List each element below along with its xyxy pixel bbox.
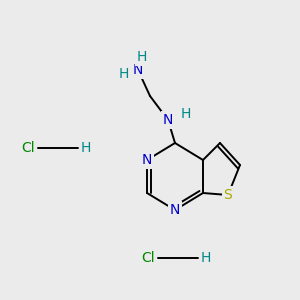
Text: Cl: Cl xyxy=(141,251,155,265)
Text: S: S xyxy=(224,188,232,202)
Text: H: H xyxy=(119,67,129,81)
Text: H: H xyxy=(181,107,191,121)
Text: Cl: Cl xyxy=(21,141,35,155)
Text: N: N xyxy=(142,153,152,167)
Text: N: N xyxy=(133,63,143,77)
Text: H: H xyxy=(81,141,91,155)
Text: N: N xyxy=(170,203,180,217)
Text: H: H xyxy=(201,251,211,265)
Text: N: N xyxy=(163,113,173,127)
Text: H: H xyxy=(137,50,147,64)
